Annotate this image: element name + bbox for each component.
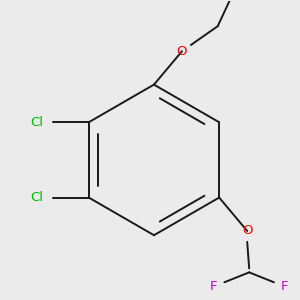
Text: O: O — [177, 45, 187, 58]
Text: Cl: Cl — [30, 116, 43, 129]
Text: O: O — [242, 224, 252, 237]
Text: Cl: Cl — [30, 191, 43, 204]
Text: F: F — [210, 280, 217, 293]
Text: F: F — [281, 280, 289, 293]
